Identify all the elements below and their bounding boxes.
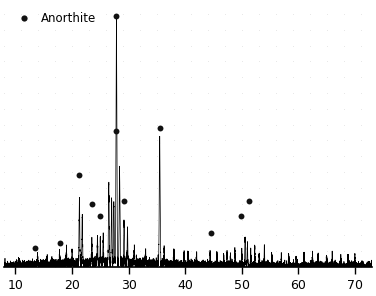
- Point: [121, 199, 127, 204]
- Point: [89, 201, 95, 206]
- Point: [76, 172, 82, 177]
- Point: [157, 126, 163, 131]
- Legend: Anorthite: Anorthite: [10, 10, 99, 28]
- Point: [238, 213, 244, 218]
- Point: [208, 231, 214, 235]
- Point: [114, 14, 120, 19]
- Point: [114, 128, 120, 133]
- Point: [246, 199, 252, 204]
- Point: [97, 213, 103, 218]
- Point: [32, 245, 38, 250]
- Point: [57, 240, 63, 245]
